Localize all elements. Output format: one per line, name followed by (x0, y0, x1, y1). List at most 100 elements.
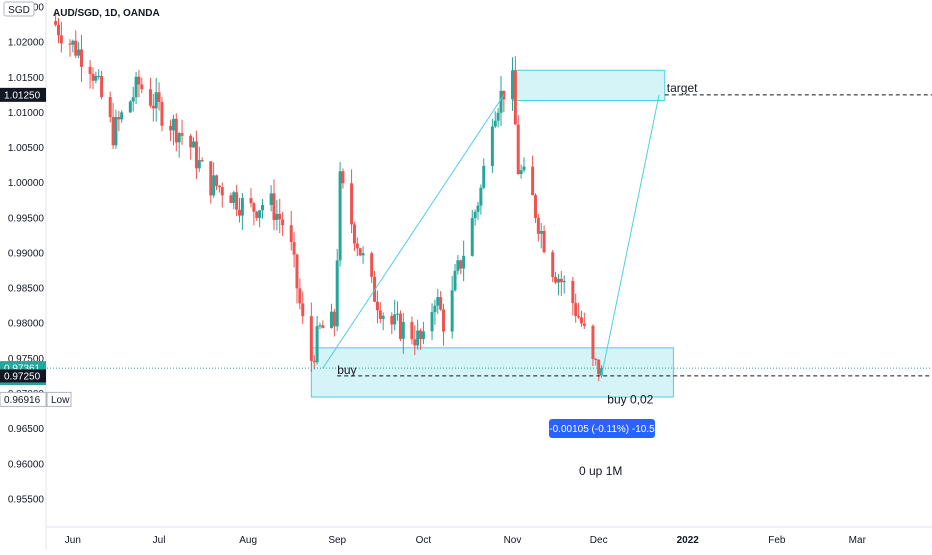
candle-body (56, 24, 60, 36)
candle-body (108, 97, 112, 118)
candle-body (298, 288, 302, 304)
candle-body (352, 224, 356, 244)
candle-body (154, 92, 158, 109)
candle-body (378, 310, 382, 319)
candle-body (513, 70, 517, 125)
candle-body (212, 175, 216, 196)
candle-body (554, 277, 558, 283)
target-price-tag-text: 1.01250 (4, 90, 41, 101)
candle-body (542, 230, 546, 253)
candle-body (240, 198, 244, 216)
candle-body (574, 303, 578, 317)
y-tick-label: 1.02000 (8, 38, 45, 49)
candle-body (390, 315, 394, 325)
candle-body (272, 193, 276, 220)
candle-body (194, 141, 198, 169)
x-tick-label: Nov (504, 535, 522, 546)
trend-up-line (322, 94, 505, 369)
time-axis[interactable]: Jun Jul Aug Sep Oct Nov Dec 2022 Feb Mar (65, 535, 867, 546)
candle-body (59, 35, 63, 44)
measure-badge-text: -0.00105 (-0.11%) -10.5 (549, 424, 655, 435)
candle-body (393, 314, 397, 325)
candle-body (315, 326, 319, 363)
candle-body (381, 315, 385, 319)
y-tick-label: 0.99000 (8, 248, 45, 259)
candle-body (591, 325, 595, 359)
candle-body (522, 166, 526, 171)
currency-badge[interactable] (3, 1, 35, 17)
candle-body (255, 211, 259, 219)
buy-size-label: buy 0,02 (607, 392, 653, 406)
candle-body (100, 75, 104, 98)
candle-body (128, 101, 132, 113)
candle-body (398, 313, 402, 339)
candle-body (91, 73, 95, 81)
candle-body (177, 133, 181, 143)
candle-body (470, 218, 474, 256)
candle-body (531, 166, 535, 196)
candle-body (476, 205, 480, 212)
candle-body (235, 192, 239, 210)
candle-body (355, 243, 359, 249)
candle-body (551, 252, 555, 278)
candle-body (134, 76, 138, 98)
candle-body (131, 97, 135, 102)
y-tick-label: 0.95500 (8, 494, 45, 505)
candle-body (600, 368, 604, 376)
candle-body (329, 311, 333, 329)
x-tick-label: Oct (416, 535, 432, 546)
candle-body (189, 135, 193, 148)
candle-body (289, 225, 293, 243)
y-tick-label: 0.96500 (8, 424, 45, 435)
candle-body (79, 49, 83, 67)
candle-body (482, 165, 486, 188)
measure-badge (549, 419, 655, 438)
target-label: target (667, 81, 698, 95)
x-tick-label: Sep (328, 535, 346, 546)
candle-body (151, 105, 155, 109)
x-tick-label: Aug (239, 535, 257, 546)
candle-body (148, 89, 152, 106)
candle-body (350, 183, 354, 225)
buy-label: buy (337, 363, 356, 377)
zones-layer (310, 69, 674, 398)
candle-body (281, 219, 285, 226)
candle-body (275, 213, 279, 220)
y-tick-label: 1.00500 (8, 143, 45, 154)
candle-body (171, 118, 175, 131)
candle-body (174, 118, 178, 143)
candle-body (54, 21, 58, 25)
candle-body (510, 70, 514, 100)
low-price-tag (0, 391, 47, 407)
candle-body (318, 325, 322, 327)
x-tick-label: 2022 (677, 535, 700, 546)
candle-body (120, 112, 124, 120)
x-tick-label: Mar (849, 535, 867, 546)
candle-body (321, 325, 325, 329)
candle-body (312, 360, 316, 363)
candle-body (536, 217, 540, 234)
y-tick-label: 1.00000 (8, 178, 45, 189)
candle-body (562, 280, 566, 283)
projection-line (601, 94, 660, 377)
candle-body (453, 270, 457, 291)
candle-body (229, 195, 233, 203)
candle-body (421, 331, 425, 340)
candle-body (137, 76, 141, 85)
candle-body (335, 260, 339, 327)
x-tick-label: Jun (65, 535, 81, 546)
candle-body (516, 124, 520, 174)
candle-body (358, 248, 362, 256)
candle-body (519, 170, 523, 174)
candle-body (533, 195, 537, 218)
candle-body (462, 255, 466, 269)
price-axis[interactable]: 0.955000.960000.965000.970000.975000.980… (8, 3, 45, 506)
overlays-layer (47, 94, 932, 377)
candle-body (341, 171, 345, 184)
candle-body (338, 171, 342, 261)
candles-layer (54, 12, 604, 382)
note-label: 0 up 1M (579, 464, 622, 478)
buy-zone (310, 347, 674, 398)
